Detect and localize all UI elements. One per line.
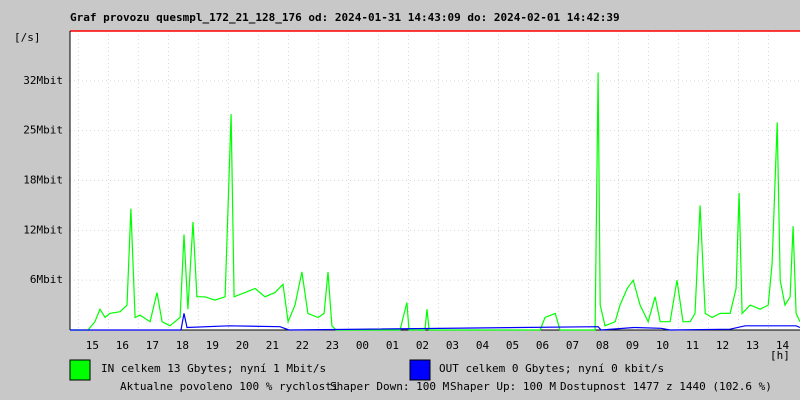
x-tick-label: 23 <box>326 339 339 352</box>
x-tick-label: 18 <box>176 339 189 352</box>
y-tick-label: 32Mbit <box>23 74 63 87</box>
annotation: Aktualne povoleno 100 % rychlosti <box>120 380 339 393</box>
legend-swatch <box>69 359 91 381</box>
x-tick-label: 06 <box>536 339 549 352</box>
x-tick-label: 19 <box>206 339 219 352</box>
x-tick-label: 17 <box>146 339 159 352</box>
annotation: Shaper Up: 100 M <box>450 380 556 393</box>
x-tick-label: 07 <box>566 339 579 352</box>
x-axis-label: [h] <box>770 349 790 362</box>
x-tick-label: 21 <box>266 339 279 352</box>
x-tick-label: 16 <box>116 339 129 352</box>
series-line <box>70 313 800 331</box>
x-tick-label: 20 <box>236 339 249 352</box>
x-tick-label: 04 <box>476 339 490 352</box>
legend-label: OUT celkem 0 Gbytes; nyní 0 kbit/s <box>439 362 664 375</box>
x-tick-label: 12 <box>716 339 729 352</box>
legend-label: IN celkem 13 Gbytes; nyní 1 Mbit/s <box>101 362 326 375</box>
annotation: Dostupnost 1477 z 1440 (102.6 %) <box>560 380 772 393</box>
y-tick-label: 6Mbit <box>30 273 63 286</box>
x-tick-label: 15 <box>86 339 99 352</box>
x-tick-label: 08 <box>596 339 609 352</box>
x-tick-label: 05 <box>506 339 519 352</box>
y-tick-label: 12Mbit <box>23 223 63 236</box>
y-tick-label: 25Mbit <box>23 124 63 137</box>
x-tick-label: 01 <box>386 339 399 352</box>
x-tick-label: 11 <box>686 339 699 352</box>
x-tick-label: 02 <box>416 339 429 352</box>
x-tick-label: 22 <box>296 339 309 352</box>
legend-swatch <box>409 359 431 381</box>
x-tick-label: 03 <box>446 339 459 352</box>
x-tick-label: 14 <box>776 339 790 352</box>
annotation: Shaper Down: 100 M <box>330 380 450 393</box>
chart-title: Graf provozu quesmpl_172_21_128_176 od: … <box>70 11 620 24</box>
x-tick-label: 09 <box>626 339 639 352</box>
y-axis-label: [/s] <box>14 31 41 44</box>
series-line <box>70 72 800 331</box>
y-tick-label: 18Mbit <box>23 174 63 187</box>
x-tick-label: 00 <box>356 339 369 352</box>
x-tick-label: 10 <box>656 339 669 352</box>
x-tick-label: 13 <box>746 339 759 352</box>
